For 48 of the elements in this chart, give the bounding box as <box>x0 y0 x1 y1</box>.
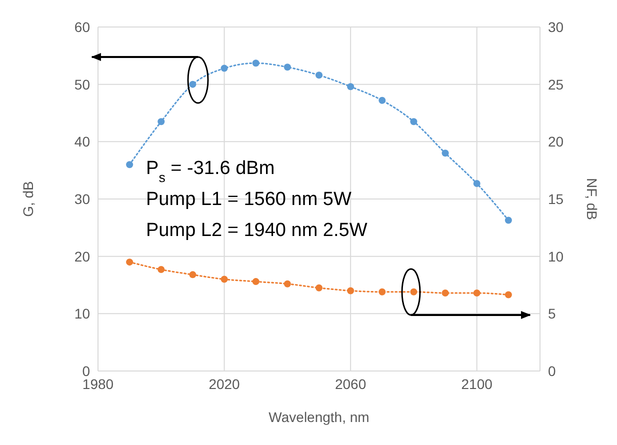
point <box>504 291 512 298</box>
y-tick-label: 50 <box>74 76 90 92</box>
y-axis-title: G, dB <box>20 181 36 217</box>
point <box>504 216 512 224</box>
y2-tick-label: 0 <box>548 362 556 379</box>
point <box>442 150 449 157</box>
point <box>378 288 386 296</box>
y2-tick-label: 5 <box>548 306 556 322</box>
x-axis-title: Wavelength, nm <box>268 409 370 425</box>
point <box>126 258 134 266</box>
point <box>189 80 196 88</box>
point <box>316 284 322 292</box>
y2-axis-title: NF, dB <box>584 178 600 220</box>
x-tick-label: 2100 <box>461 376 493 392</box>
y2-tick-label: 20 <box>548 134 564 150</box>
point <box>473 180 480 188</box>
y-tick-label: 20 <box>74 248 90 264</box>
x-tick-label: 2020 <box>208 376 240 392</box>
y-tick-label: 60 <box>74 18 90 35</box>
annotation: Pump L1 = 1560 nm 5W <box>146 189 352 210</box>
annotation: Pump L2 = 1940 nm 2.5W <box>146 220 368 241</box>
point <box>347 287 354 294</box>
point <box>410 288 418 296</box>
y2-tick-label: 25 <box>548 76 564 92</box>
y-tick-label: 30 <box>74 190 90 207</box>
point <box>284 64 291 71</box>
point <box>189 271 196 278</box>
y2-tick-label: 10 <box>548 248 564 264</box>
point <box>158 118 165 126</box>
point <box>220 276 228 283</box>
y2-tick-label: 30 <box>548 18 564 35</box>
y-tick-label: 10 <box>74 306 90 322</box>
x-tick-label: 2060 <box>334 376 366 392</box>
point <box>284 280 291 288</box>
point <box>220 64 228 72</box>
point <box>126 161 134 168</box>
y2-tick-label: 15 <box>548 190 564 207</box>
point <box>316 72 322 79</box>
point <box>442 290 449 297</box>
y-tick-label: 40 <box>74 134 90 150</box>
point <box>473 290 480 297</box>
annotation: P$_{s}$ = -31.6 dBm <box>146 158 275 184</box>
point <box>158 266 165 274</box>
point <box>378 96 386 104</box>
point <box>347 83 354 90</box>
point <box>252 278 260 286</box>
point <box>252 60 260 67</box>
point <box>410 118 418 126</box>
